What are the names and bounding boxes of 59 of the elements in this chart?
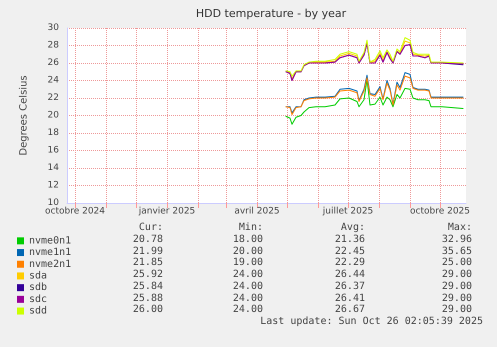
text: 24.00 — [232, 304, 263, 316]
text: 29.00 — [442, 292, 472, 304]
text: 22.29 — [334, 257, 365, 268]
text: 26.44 — [334, 269, 365, 280]
x-tick-label: janvier 2025 — [138, 206, 196, 216]
y-tick-label: 12 — [48, 180, 59, 190]
text: 18.00 — [232, 234, 263, 245]
text: 26.67 — [334, 304, 365, 316]
text: Avg: — [340, 222, 365, 233]
text: 35.65 — [442, 246, 472, 257]
text: 29.00 — [442, 280, 472, 292]
x-tick-label: octobre 2025 — [410, 206, 470, 216]
legend-label: sda — [29, 270, 48, 282]
x-tick-label: avril 2025 — [234, 206, 280, 216]
text: 21.36 — [334, 234, 365, 245]
text: Last update: Sun Oct 26 02:05:39 2025 — [260, 316, 483, 327]
y-tick-label: 10 — [48, 198, 60, 208]
legend-label: nvme1n1 — [29, 247, 72, 258]
legend-label: sdb — [29, 282, 48, 294]
text: Cur: — [138, 222, 163, 233]
text: 20.78 — [132, 234, 163, 245]
text: 21.85 — [132, 257, 163, 268]
text: 19.00 — [232, 257, 263, 268]
x-tick-label: octobre 2024 — [44, 206, 106, 216]
y-tick-label: 28 — [48, 40, 60, 50]
text: 24.00 — [232, 280, 263, 292]
line-series — [286, 79, 464, 125]
text: 25.88 — [132, 292, 163, 304]
text: 25.00 — [442, 257, 472, 268]
y-tick-label: 30 — [48, 23, 60, 33]
text: 32.96 — [442, 234, 472, 245]
text: 26.37 — [334, 280, 365, 292]
y-tick-label: 18 — [48, 128, 60, 138]
text: 26.41 — [334, 292, 365, 304]
y-tick-label: 26 — [48, 58, 60, 68]
y-tick-label: 20 — [48, 110, 60, 120]
text: 24.00 — [232, 269, 263, 280]
text: Max: — [448, 222, 472, 233]
text: 21.99 — [132, 246, 163, 257]
text: 29.00 — [442, 269, 472, 280]
y-axis-title: Degrees Celsius — [18, 75, 30, 156]
text: 26.00 — [132, 304, 163, 316]
y-tick-label: 14 — [48, 163, 60, 173]
text: Min: — [238, 222, 263, 233]
text: 20.00 — [232, 246, 263, 257]
x-tick-label: juillet 2025 — [322, 206, 374, 216]
text: 29.00 — [442, 304, 472, 316]
text: 25.84 — [132, 280, 163, 292]
chart-title: HDD temperature - by year — [196, 7, 347, 20]
text: 25.92 — [132, 269, 163, 280]
legend-label: nvme2n1 — [29, 258, 72, 270]
text: 22.45 — [334, 246, 365, 257]
text: 24.00 — [232, 292, 263, 304]
legend-label: sdc — [29, 294, 48, 305]
y-tick-label: 16 — [48, 146, 60, 156]
legend-label: nvme0n1 — [29, 235, 72, 246]
y-tick-label: 24 — [48, 76, 60, 86]
y-tick-label: 22 — [48, 93, 59, 103]
legend-label: sdd — [29, 306, 48, 317]
